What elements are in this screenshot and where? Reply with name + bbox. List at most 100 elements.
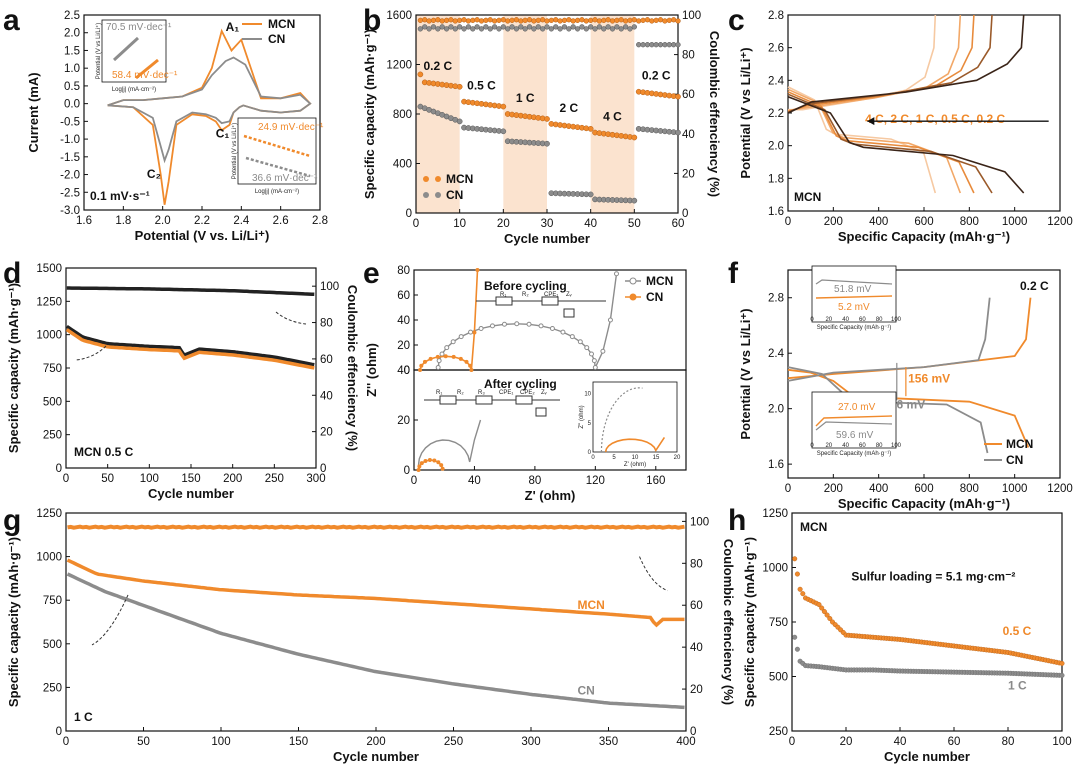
eis-cn-point [451,354,456,359]
cn-ce-point [426,26,432,32]
peak-label-a1: A₁ [226,20,240,34]
inset-grey-value: 59.6 mV [836,430,874,441]
cn-capacity-point [587,191,594,198]
mcn-ce-point [627,17,633,23]
x-tick-label: 200 [824,483,843,495]
y-tick-label: 2.4 [768,75,785,87]
sample-label: MCN 0.5 C [74,445,134,459]
legend-marker-cn [423,192,429,198]
eis-cn-point [436,460,441,465]
mcn-ce-point [461,17,467,23]
x-tick-label: 2.2 [194,215,210,227]
mcn-ce-point [566,17,572,23]
ce-trace [67,524,685,530]
x-axis-label: Z' (ohm) [525,488,576,503]
discharge-curve [787,95,1025,194]
cn-ce-point [618,26,624,32]
polarization-mcn: 156 mV [908,371,950,385]
after-cycling-title: After cycling [484,377,557,391]
eis-cn-point [416,468,421,472]
charge-curve [787,14,1025,114]
mcn-ce-point [588,17,594,23]
x-tick-label: 200 [824,216,843,228]
cn-ce-point [417,26,424,32]
y-tick-label: 250 [43,682,62,694]
eis-mcn-point [450,339,456,345]
y-tick-label: 2.0 [768,404,784,416]
circuit-label: CPE₂ [520,390,535,396]
x-tick-label: 300 [521,736,540,748]
legend-label-mcn: MCN [1006,437,1033,451]
mcn-ce-point [601,17,607,23]
y-tick-label: 1.6 [768,206,784,218]
eis-mcn-point [439,351,445,357]
x-tick-label: 0 [789,736,795,748]
y-tick-label: -2.0 [60,170,80,182]
x-tick-label: 2.6 [273,215,289,227]
cn-ce-point [657,42,664,48]
inset-x-tick: 0 [810,317,814,323]
y-tick-label: 0.5 [64,81,80,93]
eis-cn-point [439,463,444,468]
mcn-capacity-point [675,93,681,100]
cn-ce-point [461,26,467,32]
inset-y-tick: 0 [588,450,592,456]
mcn-ce-point [509,17,515,23]
mcn-ce-point [657,17,664,23]
legend-marker-mcn [435,176,441,182]
y2-tick-label: 0 [682,208,688,220]
panel-b: 0 10 20 30 40 50 60040080012001600020406080100… [362,10,722,246]
y2-axis-label: Coulombic effenciency (%) [707,31,722,197]
y-axis-label: Potential (V vs Li/Li⁺) [738,47,753,178]
cn-capacity-point [631,197,638,204]
inset-orange-tafel: 58.4 mV·dec⁻¹ [112,70,178,81]
x-tick-label: 80 [528,475,541,487]
eis-mcn-point [435,365,441,370]
circuit-label: R₂ [457,390,464,396]
cn-capacity-point [500,128,507,135]
y2-tick-label: 100 [320,281,339,293]
legend-marker-mcn [423,176,429,182]
eis-cn-point [435,354,440,359]
y2-tick-label: 20 [682,168,695,180]
legend-marker-cn [629,293,637,301]
capacity-point-half-c [824,612,830,618]
mcn-ce-point [487,17,493,23]
x-tick-label: 1200 [1047,216,1073,228]
panel-label-d: d [3,257,21,290]
eis-cn-point [423,458,428,463]
rate-label: 0.5 C [467,79,496,93]
inset-x-tick: 80 [876,443,883,449]
y-tick-label: 40 [397,365,410,377]
y2-tick-label: 60 [320,354,333,366]
x-tick-label: 40 [584,218,597,230]
capacity-point-half-c [821,609,827,615]
cn-ce-point [653,42,659,48]
inset-xlabel: Log|j| (mA·cm⁻²) [112,87,156,93]
peak-label-c1: C₁ [216,126,230,140]
inset-xlabel: Log|j| (mA·cm⁻²) [255,189,299,195]
inset-frame [811,391,897,449]
rate-label: 0.2 C [1020,279,1049,293]
y-tick-label: 750 [769,617,788,629]
y-tick-label: 20 [397,340,410,352]
y-tick-label: 40 [397,315,410,327]
inset-orange-curve [815,415,893,427]
y2-tick-label: 100 [682,10,701,22]
y-tick-label: 2.8 [768,10,784,22]
mcn-ce-point [670,17,677,23]
cn-ce-point [435,26,441,32]
x-tick-label: 150 [181,473,200,485]
eis-mcn-point [501,321,507,327]
y2-tick-label: 0 [320,463,326,475]
x-tick-label: 30 [541,218,554,230]
capacity-point-half-c [819,605,825,611]
axis-arrow [639,556,668,592]
plot-frame [65,267,317,469]
capacity-point-half-c [827,616,833,622]
mcn-ce-point [422,17,428,23]
mcn-capacity-point [417,71,424,78]
inset-x-tick: 5 [612,455,616,461]
